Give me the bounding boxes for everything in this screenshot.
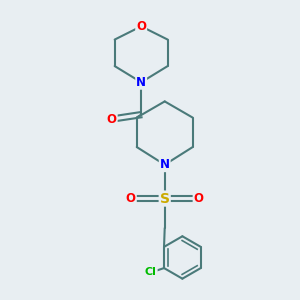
Text: O: O <box>136 20 146 33</box>
Text: O: O <box>194 192 204 205</box>
Text: Cl: Cl <box>145 268 157 278</box>
Text: O: O <box>126 192 136 205</box>
Text: O: O <box>107 112 117 126</box>
Text: N: N <box>160 158 170 171</box>
Text: S: S <box>160 192 170 206</box>
Text: N: N <box>136 76 146 89</box>
